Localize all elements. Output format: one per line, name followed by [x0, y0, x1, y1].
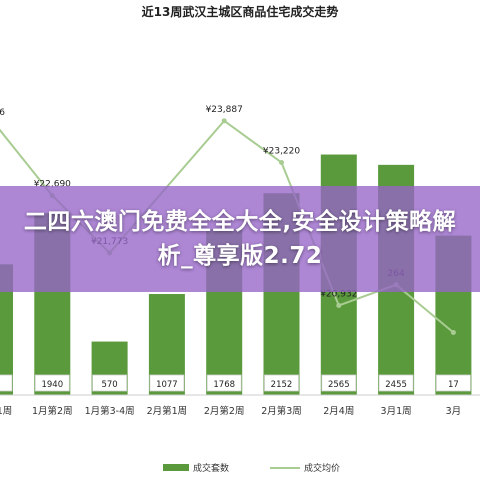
category-label: 月第1周 — [0, 405, 12, 417]
bar-value-label: 2565 — [328, 380, 350, 390]
price-label: ¥20,932 — [320, 290, 357, 300]
category-label: 2月第3周 — [261, 405, 302, 417]
bar-value-label: 2152 — [271, 380, 293, 390]
price-point — [279, 160, 284, 165]
category-label: 1月第3-4周 — [85, 405, 135, 417]
bar-value-label: 17 — [448, 380, 459, 390]
bar-value-label: 1077 — [156, 380, 178, 390]
bar-value-box — [264, 374, 299, 392]
price-label: ¥22,690 — [34, 180, 71, 190]
chart-title: 近13周武汉主城区商品住宅成交走势 — [142, 4, 339, 19]
category-label: 3月1周 — [381, 406, 412, 417]
category-label: 1月第2周 — [32, 405, 73, 417]
legend-label-volume: 成交套数 — [193, 462, 229, 474]
bar-value-box — [378, 374, 414, 392]
category-axis: 月第1周 1月第2周 1月第3-4周 2月第1周 2月第2周 2月第3周 2月4周 3月1周 3… — [0, 394, 480, 417]
legend: 成交套数 成交均价 — [163, 462, 340, 474]
price-point — [336, 303, 342, 308]
bar-value-label: 570 — [101, 380, 117, 390]
category-label: 2月第2周 — [204, 405, 245, 417]
bar-value-box — [206, 374, 242, 392]
bar-value-box — [149, 374, 185, 392]
category-label: 2月第1周 — [147, 405, 188, 417]
bar-value-label: 1768 — [213, 380, 235, 390]
legend-label-price: 成交均价 — [304, 462, 340, 474]
bar-value-box — [92, 374, 127, 392]
category-label: 3月 — [446, 406, 462, 417]
banner-text: 二四六澳门免费全全大全,安全设计策略解析_尊享版2.72 — [23, 209, 457, 269]
bar-value-box — [321, 374, 357, 392]
price-label: ¥23,220 — [263, 147, 300, 157]
bar-value-box — [0, 374, 13, 392]
overlay-banner: 二四六澳门免费全全大全,安全设计策略解析_尊享版2.72 — [0, 186, 480, 292]
bar — [0, 264, 13, 395]
price-point — [450, 330, 456, 335]
category-label: 2月4周 — [323, 406, 354, 417]
price-label: ,836 — [0, 108, 5, 118]
legend-swatch-volume — [163, 464, 189, 471]
bar-value-label: 2455 — [385, 380, 407, 390]
bar-value-box — [34, 374, 70, 392]
price-point — [221, 118, 227, 124]
price-label: ¥23,887 — [206, 105, 243, 115]
bar-value-label: 1940 — [41, 380, 63, 390]
bar-value-box — [435, 374, 471, 392]
